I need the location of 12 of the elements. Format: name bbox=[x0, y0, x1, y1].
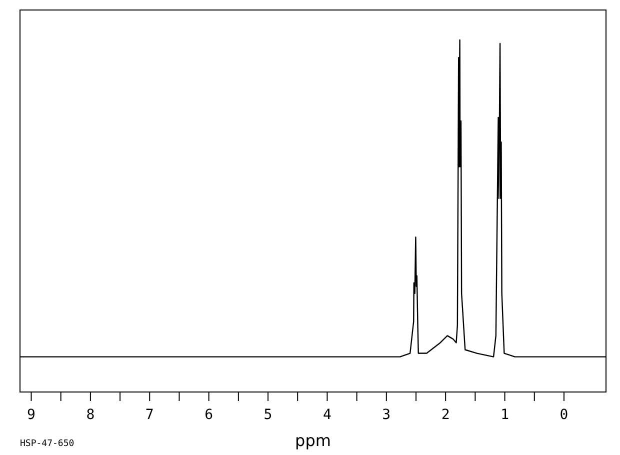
x-tick-label: 3 bbox=[382, 406, 391, 423]
x-tick-label: 0 bbox=[560, 406, 568, 423]
x-tick-label: 4 bbox=[322, 406, 332, 423]
x-tick-label: 5 bbox=[264, 406, 272, 423]
x-tick-label: 2 bbox=[441, 406, 450, 423]
x-tick-label: 6 bbox=[204, 406, 214, 423]
x-tick-label: 1 bbox=[500, 406, 509, 423]
x-axis-title: ppm bbox=[295, 431, 331, 450]
x-tick-label: 8 bbox=[86, 406, 95, 423]
x-tick-label: 9 bbox=[27, 406, 36, 423]
text: HSP-47-650 bbox=[20, 439, 74, 449]
x-tick-label: 7 bbox=[145, 406, 154, 423]
